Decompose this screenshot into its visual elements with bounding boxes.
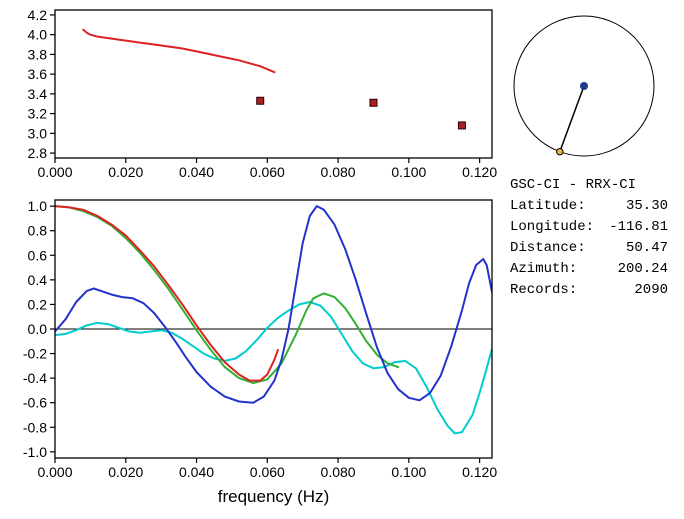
- y-tick-label: 3.6: [28, 66, 48, 82]
- y-tick-label: 3.2: [28, 106, 48, 122]
- info-value: 2090: [634, 282, 668, 298]
- x-tick-label: 0.000: [37, 164, 72, 180]
- plot-frame: [54, 9, 493, 159]
- info-label: Distance:: [510, 240, 586, 256]
- y-tick-label: 3.0: [28, 125, 48, 141]
- x-tick-label: 0.040: [179, 164, 214, 180]
- correlation-cyan: [55, 301, 492, 435]
- info-row-longitude: Longitude: -116.81: [510, 217, 668, 238]
- y-tick-label: 0.8: [28, 223, 48, 239]
- info-row-latitude: Latitude: 35.30: [510, 196, 668, 217]
- info-value: 50.47: [625, 240, 668, 256]
- picked-point-marker: [256, 96, 265, 105]
- info-value: 200.24: [617, 261, 668, 277]
- info-row-records: Records: 2090: [510, 280, 668, 301]
- y-tick-label: 4.0: [28, 27, 48, 43]
- azimuth-line: [559, 85, 585, 152]
- info-label: Latitude:: [510, 198, 586, 214]
- group-velocity-plot[interactable]: 0.000 0.020 0.040 0.060 0.080 0.100 0.120 4.2 4.…: [0, 0, 500, 190]
- y-tick-label: 0.6: [28, 247, 48, 263]
- y-tick-label: 3.4: [28, 86, 48, 102]
- azimuth-diagram: [513, 15, 655, 157]
- y-tick-label: 0.4: [28, 272, 48, 288]
- info-value: 35.30: [625, 198, 668, 214]
- correlation-green: [55, 205, 400, 385]
- remote-station-dot: [556, 148, 564, 156]
- y-tick-label: -0.2: [23, 346, 47, 362]
- x-tick-label: 0.080: [321, 164, 356, 180]
- info-label: Records:: [510, 282, 578, 298]
- x-tick-label: 0.060: [250, 164, 285, 180]
- info-label: Azimuth:: [510, 261, 578, 277]
- y-tick-label: 3.8: [28, 46, 48, 62]
- station-pair-title: GSC-CI - RRX-CI: [510, 177, 637, 193]
- picked-point-marker: [369, 98, 378, 107]
- picked-point-marker: [457, 121, 466, 130]
- info-row-distance: Distance: 50.47: [510, 238, 668, 259]
- x-tick-label: 0.080: [321, 464, 356, 480]
- x-tick-label: 0.000: [37, 464, 72, 480]
- x-tick-label: 0.060: [250, 464, 285, 480]
- y-tick-label: 2.8: [28, 145, 48, 161]
- y-tick-label: 4.2: [28, 7, 48, 23]
- station-pair-info: GSC-CI - RRX-CI Latitude: 35.30 Longitud…: [510, 175, 668, 301]
- azimuth-circle: [513, 15, 655, 157]
- info-label: Longitude:: [510, 219, 595, 235]
- x-axis-title: frequency (Hz): [218, 487, 329, 506]
- y-tick-label: -0.6: [23, 395, 47, 411]
- info-value: -116.81: [609, 219, 668, 235]
- y-tick-label: 0.0: [28, 321, 48, 337]
- correlation-red: [55, 205, 279, 382]
- center-station-dot: [580, 82, 588, 90]
- x-tick-label: 0.020: [108, 164, 143, 180]
- y-tick-label: -0.8: [23, 419, 47, 435]
- y-tick-label: -1.0: [23, 444, 47, 460]
- dispersion-curve: [82, 28, 276, 74]
- correlation-plot[interactable]: 0.000 0.020 0.040 0.060 0.080 0.100 0.120 1.0 0.…: [0, 190, 500, 519]
- y-tick-label: -0.4: [23, 370, 47, 386]
- x-tick-label: 0.120: [462, 464, 497, 480]
- x-tick-label: 0.040: [179, 464, 214, 480]
- x-tick-label: 0.120: [462, 164, 497, 180]
- correlation-blue: [55, 205, 492, 404]
- x-tick-label: 0.100: [391, 164, 426, 180]
- y-tick-label: 0.2: [28, 296, 48, 312]
- x-tick-label: 0.100: [391, 464, 426, 480]
- y-tick-label: 1.0: [28, 198, 48, 214]
- info-row-azimuth: Azimuth: 200.24: [510, 259, 668, 280]
- x-tick-label: 0.020: [108, 464, 143, 480]
